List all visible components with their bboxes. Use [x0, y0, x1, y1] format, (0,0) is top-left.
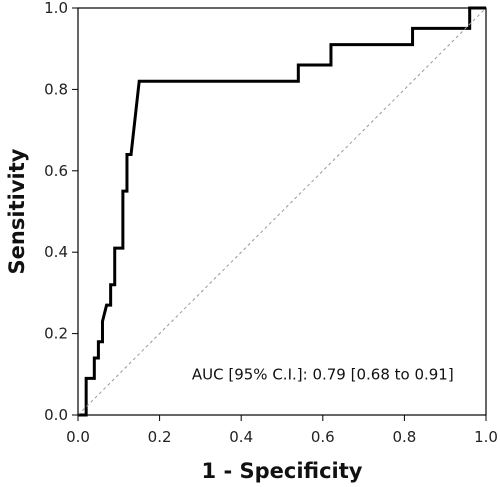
y-tick-label: 0.8 [44, 80, 68, 98]
x-tick-label: 0.8 [392, 428, 416, 446]
plot-area [77, 6, 487, 417]
x-tick-label: 0.0 [66, 428, 90, 446]
axis-ticks: 0.0 0.2 0.4 0.6 0.8 1.0 0.0 0.2 0.4 0.6 0.8 1.0 [44, 0, 498, 446]
x-tick-label: 0.6 [311, 428, 335, 446]
reference-diagonal-line [77, 7, 487, 416]
y-tick-label: 0.6 [44, 162, 68, 180]
roc-curve-line [78, 6, 486, 417]
plot-frame [77, 7, 487, 416]
x-tick-label: 1.0 [474, 428, 498, 446]
auc-annotation: AUC [95% C.I.]: 0.79 [0.68 to 0.91] [192, 365, 454, 383]
y-tick-label: 0.2 [44, 325, 68, 343]
x-tick-label: 0.2 [148, 428, 172, 446]
x-axis-title: 1 - Specificity [202, 459, 363, 483]
x-tick-label: 0.4 [229, 428, 253, 446]
y-tick-label: 1.0 [44, 0, 68, 17]
y-tick-label: 0.0 [44, 406, 68, 424]
y-axis-title: Sensitivity [5, 148, 29, 274]
y-tick-label: 0.4 [44, 243, 68, 261]
